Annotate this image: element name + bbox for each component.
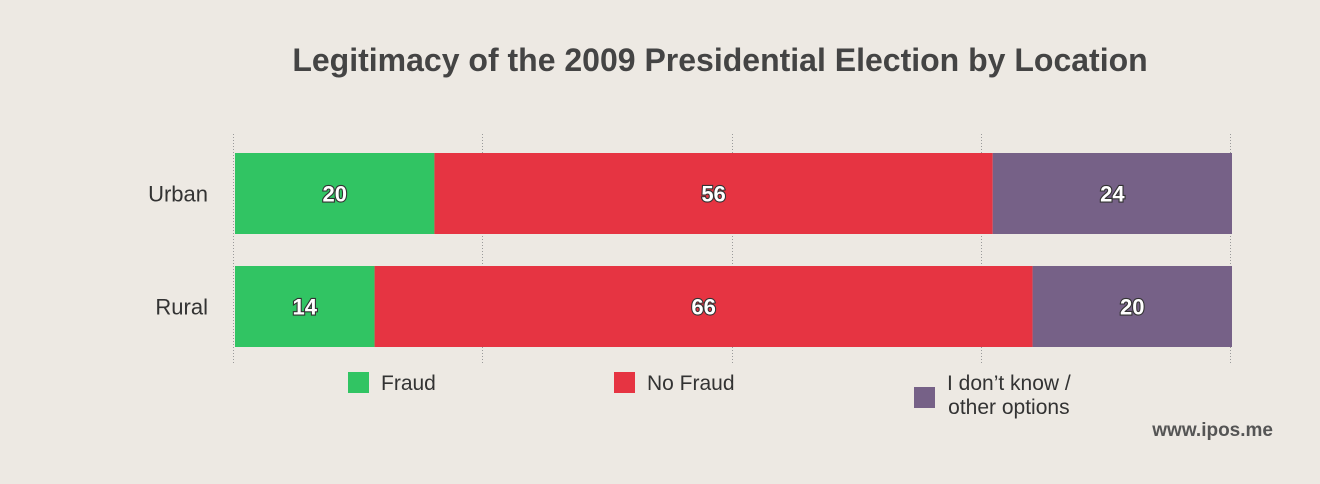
legend-label-fraud: Fraud	[381, 372, 436, 395]
category-label-urban: Urban	[148, 182, 208, 207]
bar-urban-series-0	[235, 153, 435, 234]
data-label-rural-series-1: 66	[691, 295, 715, 320]
category-labels: Urban Rural	[148, 182, 208, 320]
legend-item-dont-know: I don’t know / other options	[914, 372, 1071, 422]
legend-label-no-fraud: No Fraud	[647, 372, 735, 395]
bar-rural-series-2	[1032, 266, 1232, 347]
category-label-rural: Rural	[155, 295, 208, 320]
legend-label-line-1: I don’t know /	[947, 372, 1071, 395]
legend-swatch-fraud	[348, 372, 369, 393]
watermark: www.ipos.me	[1152, 420, 1273, 441]
data-label-urban-series-2: 24	[1100, 182, 1125, 207]
gridlines	[233, 134, 1231, 364]
data-label-rural-series-2: 20	[1120, 295, 1144, 320]
bar-rural-series-1	[374, 266, 1033, 347]
bar-urban-series-1	[434, 153, 993, 234]
bar-rural-series-0	[235, 266, 375, 347]
bar-urban-series-2	[992, 153, 1232, 234]
legend-label-line-2: other options	[948, 396, 1070, 419]
legend-item-no-fraud: No Fraud	[614, 372, 735, 422]
legend-item-fraud: Fraud	[348, 372, 436, 422]
data-label-urban-series-1: 56	[701, 182, 725, 207]
data-label-urban-series-0: 20	[322, 182, 346, 207]
legend-label-dont-know: I don’t know / other options	[947, 372, 1071, 420]
bar-group: 20 56 24 14 66 20	[235, 153, 1232, 347]
legend-swatch-dont-know	[914, 387, 935, 408]
data-label-rural-series-0: 14	[293, 295, 318, 320]
chart-title: Legitimacy of the 2009 Presidential Elec…	[292, 42, 1148, 78]
legend-swatch-no-fraud	[614, 372, 635, 393]
